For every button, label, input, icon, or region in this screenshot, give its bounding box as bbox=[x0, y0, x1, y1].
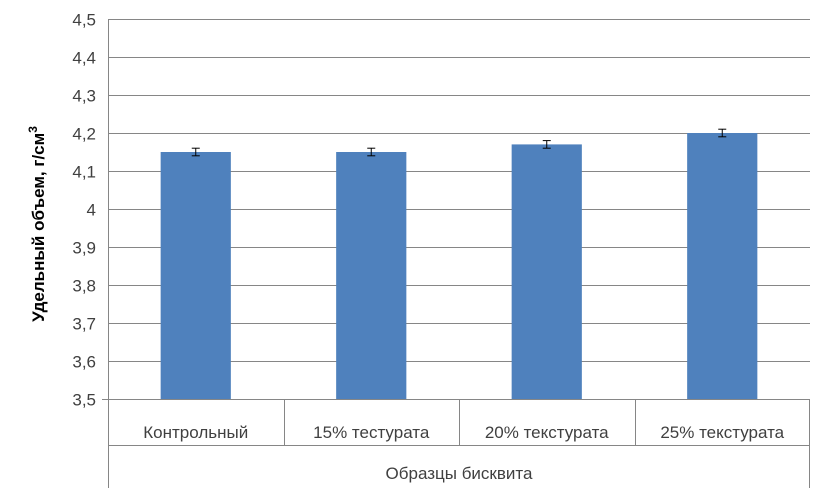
y-tick-label: 3,8 bbox=[72, 277, 96, 296]
axes bbox=[102, 19, 810, 488]
bar bbox=[160, 152, 231, 399]
category-label: 25% текстурата bbox=[660, 423, 784, 442]
category-label: 15% тестурата bbox=[313, 423, 430, 442]
y-tick-label: 4,2 bbox=[72, 125, 96, 144]
y-tick-label: 4,5 bbox=[72, 11, 96, 30]
y-tick-label: 3,7 bbox=[72, 315, 96, 334]
category-label: 20% текстурата bbox=[485, 423, 609, 442]
y-tick-label: 4,1 bbox=[72, 163, 96, 182]
y-tick-labels: 3,5 3,6 3,7 3,8 3,9 4 4,1 4,2 4,3 4,4 4,5 bbox=[72, 11, 96, 410]
category-label: Контрольный bbox=[143, 423, 248, 442]
y-tick-label: 4,3 bbox=[72, 87, 96, 106]
y-axis-title: Удельный объем, г/см3 bbox=[26, 126, 48, 322]
y-tick-label: 3,9 bbox=[72, 239, 96, 258]
category-labels: Контрольный 15% тестурата 20% текстурата 25… bbox=[143, 423, 784, 442]
error-bars bbox=[191, 128, 727, 157]
y-tick-label: 3,5 bbox=[72, 391, 96, 410]
bar bbox=[336, 152, 407, 399]
y-tick-label: 3,6 bbox=[72, 353, 96, 372]
bar bbox=[687, 133, 758, 399]
bars bbox=[160, 133, 758, 399]
bar bbox=[511, 144, 582, 399]
y-tick-label: 4,4 bbox=[72, 49, 96, 68]
x-axis-title: Образцы бисквита bbox=[386, 464, 533, 483]
y-tick-label: 4 bbox=[87, 201, 96, 220]
